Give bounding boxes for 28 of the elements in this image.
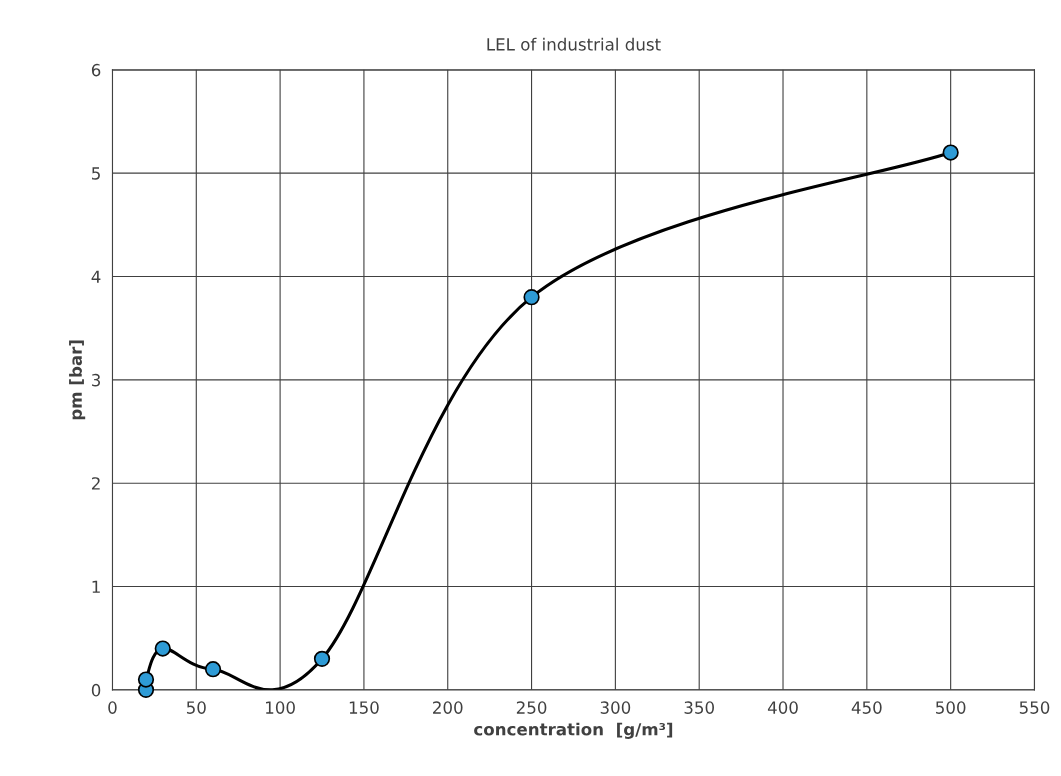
y-tick-label: 2 <box>91 477 100 490</box>
point <box>523 289 540 306</box>
x-tick-label: 50 <box>186 701 206 714</box>
x-tick-label: 200 <box>433 701 463 714</box>
x-tick-label: 350 <box>684 701 714 714</box>
x-axis-title: concentration [g/m³] <box>474 722 673 739</box>
y-tick-label: 1 <box>92 580 100 593</box>
point <box>942 144 959 161</box>
x-tick-label: 550 <box>1019 701 1050 714</box>
point <box>204 661 222 678</box>
point <box>313 650 331 667</box>
x-tick-label: 450 <box>851 701 882 714</box>
y-tick-label: 0 <box>91 683 101 697</box>
y-axis-title: pm [bar] <box>69 340 86 420</box>
y-tick-label: 3 <box>92 373 101 387</box>
x-tick-label: 0 <box>108 701 117 714</box>
y-tick-label: 5 <box>92 167 100 180</box>
x-tick-label: 500 <box>936 701 966 714</box>
x-tick-label: 150 <box>349 701 379 714</box>
point <box>137 671 155 688</box>
x-tick-label: 250 <box>516 701 547 714</box>
chart-title: LEL of industrial dust <box>487 37 661 51</box>
point <box>154 640 171 657</box>
x-tick-label: 100 <box>266 701 295 714</box>
y-tick-label: 6 <box>91 63 101 77</box>
x-tick-label: 300 <box>600 701 631 714</box>
x-tick-label: 400 <box>767 701 798 714</box>
y-tick-label: 4 <box>91 270 101 283</box>
